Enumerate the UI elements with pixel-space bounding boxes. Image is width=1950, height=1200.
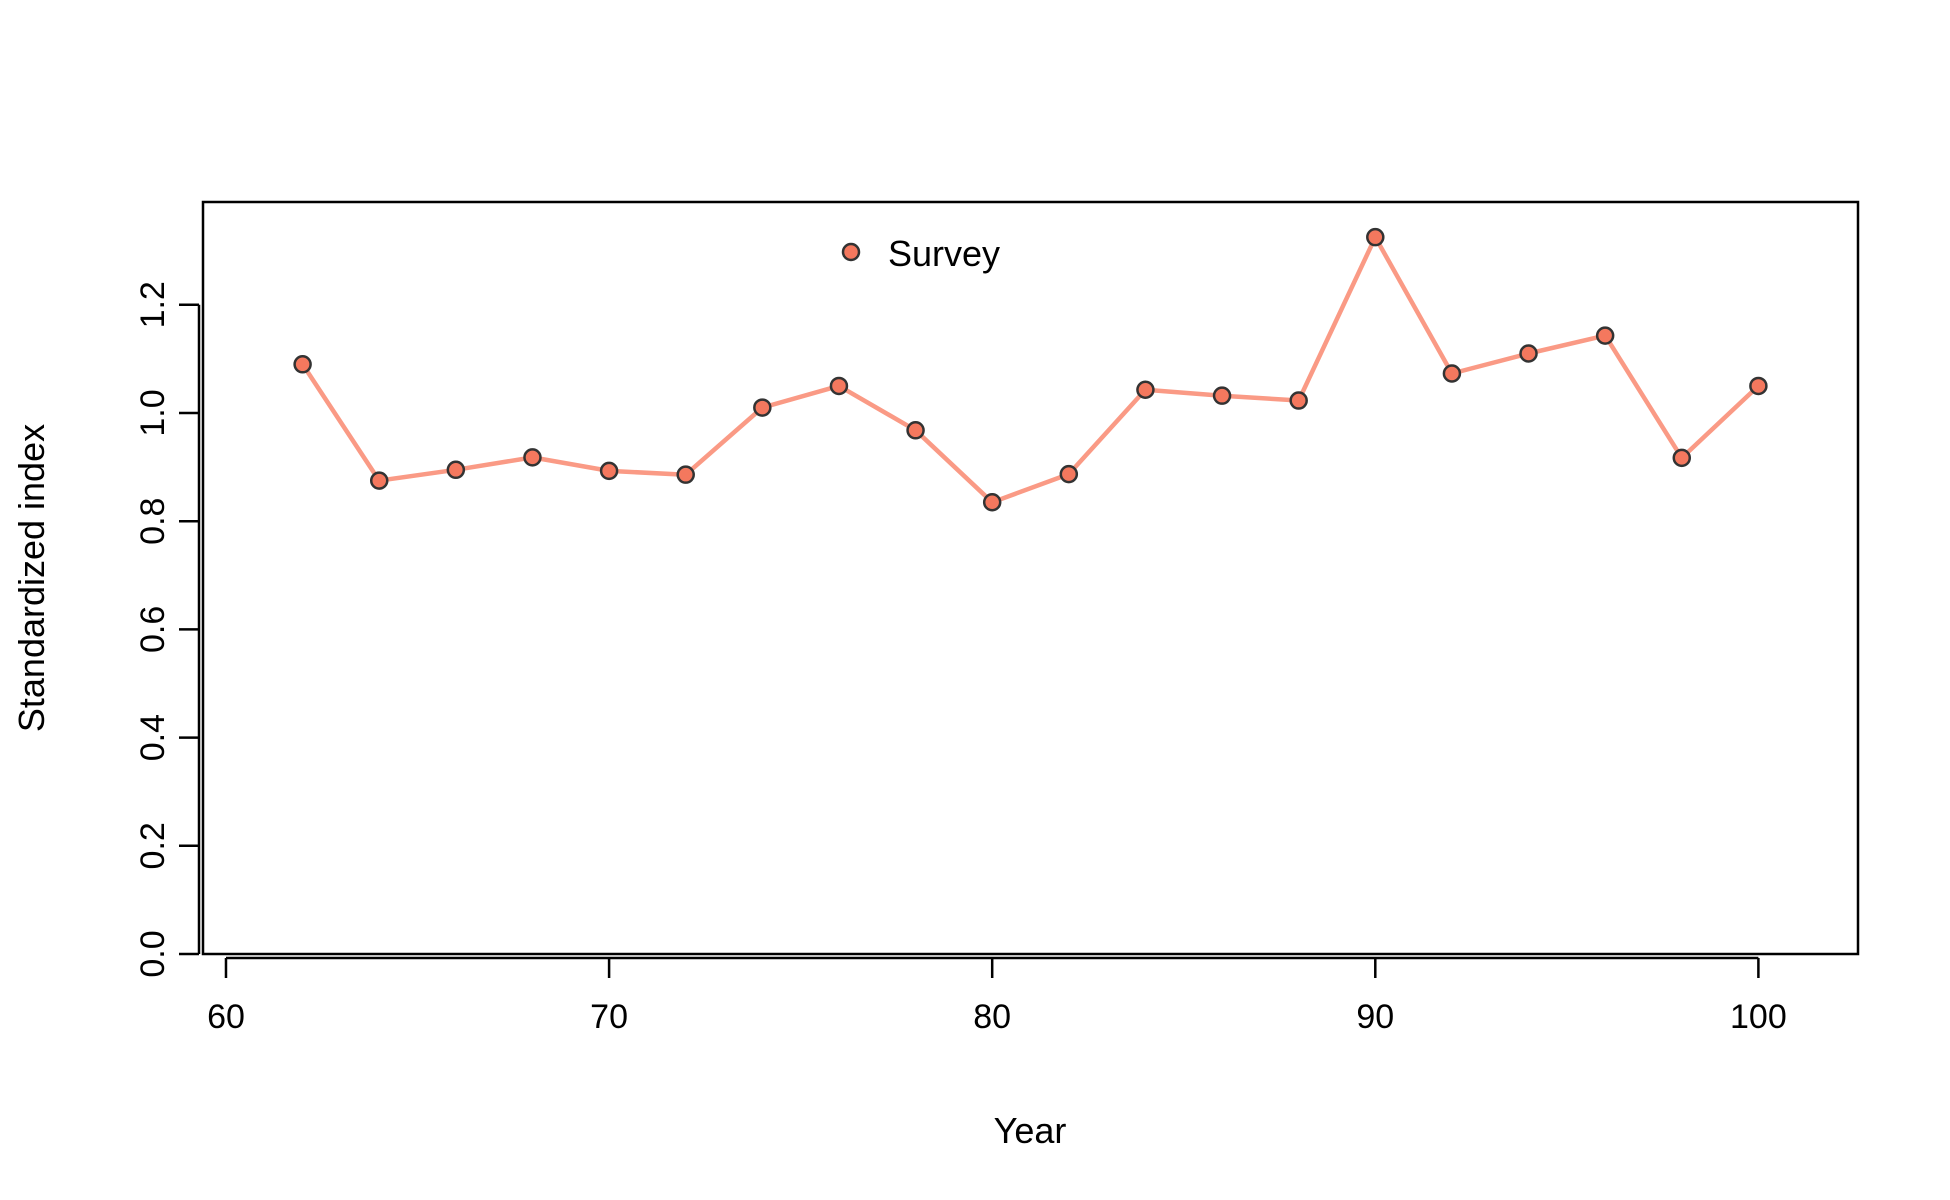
y-tick-label: 0.8 [134, 498, 172, 545]
data-point [1442, 364, 1462, 383]
y-tick-label: 0.2 [134, 822, 172, 869]
y-tick-label: 0.6 [134, 606, 172, 653]
x-tick-label: 90 [1356, 998, 1394, 1036]
y-axis-title: Standardized index [11, 424, 52, 732]
data-point [1366, 227, 1385, 247]
data-point [753, 398, 772, 417]
legend: Survey [841, 233, 1000, 274]
data-point [982, 493, 1002, 512]
x-axis-title: Year [994, 1110, 1067, 1151]
data-point [293, 355, 312, 374]
x-axis: 60 70 80 90 100 [207, 956, 1787, 1036]
data-point [523, 448, 542, 467]
data-point [1672, 448, 1692, 468]
x-tick-label: 100 [1730, 998, 1787, 1036]
data-point [676, 465, 695, 484]
y-axis: 0.0 0.2 0.4 0.6 0.8 1.0 1.2 [134, 281, 201, 978]
x-tick-label: 80 [973, 998, 1011, 1036]
series-line-survey [300, 234, 1760, 505]
plot-frame [201, 200, 1860, 956]
data-point [446, 460, 466, 480]
data-point [829, 376, 849, 396]
data-point [369, 471, 389, 490]
x-tick-label: 70 [590, 998, 628, 1036]
y-tick-label: 0.0 [134, 930, 172, 977]
y-tick-label: 1.0 [134, 389, 172, 436]
legend-marker [841, 242, 861, 262]
series-layer [293, 227, 1768, 512]
data-point [1749, 376, 1768, 396]
data-point [906, 421, 925, 440]
data-point [1059, 464, 1079, 484]
y-tick-label: 1.2 [134, 281, 172, 328]
legend-label-survey: Survey [888, 233, 1000, 274]
data-point [599, 461, 619, 481]
data-point [1212, 386, 1232, 405]
data-point [1519, 344, 1538, 363]
x-tick-label: 60 [207, 998, 245, 1036]
data-point [1136, 380, 1155, 399]
y-tick-label: 0.4 [134, 714, 172, 761]
data-point [1595, 326, 1615, 345]
data-point [1289, 391, 1308, 410]
